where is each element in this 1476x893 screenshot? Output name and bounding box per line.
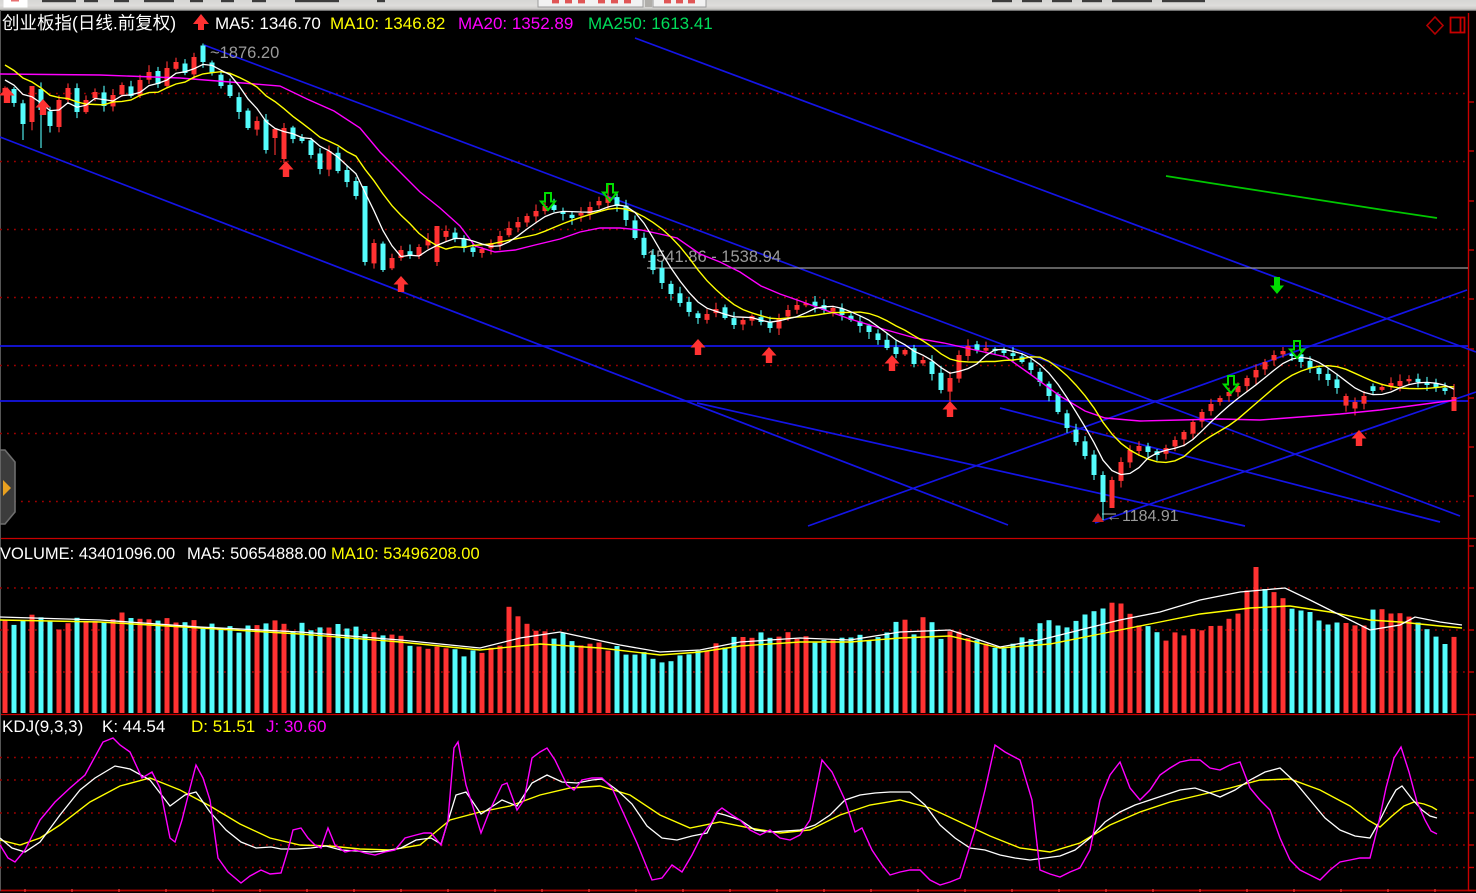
svg-text:MA5: 1346.70: MA5: 1346.70	[215, 14, 321, 33]
svg-text:J: 30.60: J: 30.60	[266, 717, 327, 736]
svg-text:~1876.20: ~1876.20	[210, 44, 279, 62]
svg-text:MA250: 1613.41: MA250: 1613.41	[588, 14, 713, 33]
svg-text:MA10: 53496208.00: MA10: 53496208.00	[331, 545, 480, 563]
svg-text:MA5: 50654888.00: MA5: 50654888.00	[187, 545, 326, 563]
svg-text:←1184.91: ←1184.91	[1106, 508, 1179, 525]
svg-text:KDJ(9,3,3): KDJ(9,3,3)	[2, 717, 83, 736]
svg-text:MA10: 1346.82: MA10: 1346.82	[330, 14, 445, 33]
svg-text:MA20: 1352.89: MA20: 1352.89	[458, 14, 573, 33]
svg-text:D: 51.51: D: 51.51	[191, 717, 255, 736]
svg-text:1541.86 - 1538.94: 1541.86 - 1538.94	[647, 248, 781, 266]
svg-text:K: 44.54: K: 44.54	[102, 717, 165, 736]
svg-text:创业板指(日线.前复权): 创业板指(日线.前复权)	[2, 13, 176, 33]
svg-text:VOLUME: 43401096.00: VOLUME: 43401096.00	[0, 545, 175, 563]
